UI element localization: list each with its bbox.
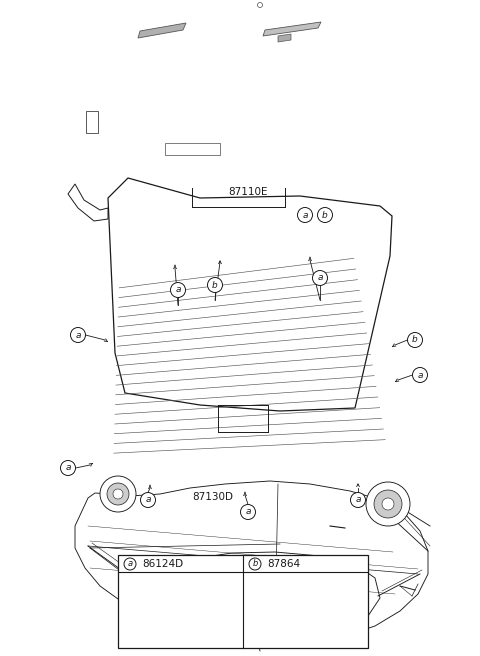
Polygon shape xyxy=(263,22,321,36)
Text: a: a xyxy=(175,285,181,295)
Circle shape xyxy=(374,490,402,518)
Circle shape xyxy=(71,327,85,342)
Circle shape xyxy=(107,483,129,505)
Bar xyxy=(86,111,98,133)
Text: 87130D: 87130D xyxy=(192,492,233,502)
Circle shape xyxy=(298,207,312,222)
Circle shape xyxy=(100,476,136,512)
Polygon shape xyxy=(168,559,358,623)
Text: a: a xyxy=(65,464,71,472)
Circle shape xyxy=(257,3,263,7)
Circle shape xyxy=(408,333,422,348)
Polygon shape xyxy=(75,481,428,641)
Text: b: b xyxy=(212,281,218,289)
Circle shape xyxy=(240,504,255,520)
Polygon shape xyxy=(148,552,380,634)
Text: a: a xyxy=(127,560,132,569)
Polygon shape xyxy=(138,23,186,38)
Circle shape xyxy=(366,482,410,526)
Circle shape xyxy=(60,461,75,476)
Text: a: a xyxy=(417,371,423,380)
Polygon shape xyxy=(108,178,392,411)
Polygon shape xyxy=(278,34,291,42)
Circle shape xyxy=(312,270,327,285)
Circle shape xyxy=(382,498,394,510)
Text: 86124D: 86124D xyxy=(142,559,183,569)
Text: a: a xyxy=(317,274,323,283)
Circle shape xyxy=(170,283,185,298)
Polygon shape xyxy=(68,184,108,221)
Text: b: b xyxy=(322,211,328,220)
Text: a: a xyxy=(75,331,81,340)
Circle shape xyxy=(141,493,156,508)
Circle shape xyxy=(113,489,123,499)
Circle shape xyxy=(412,367,428,382)
Bar xyxy=(165,143,220,155)
Circle shape xyxy=(249,558,261,570)
Text: 87110E: 87110E xyxy=(228,187,268,197)
Text: 87864: 87864 xyxy=(267,559,300,569)
Text: a: a xyxy=(145,495,151,504)
Bar xyxy=(118,555,368,648)
Circle shape xyxy=(207,277,223,293)
Polygon shape xyxy=(146,578,175,611)
Circle shape xyxy=(124,558,136,570)
Circle shape xyxy=(317,207,333,222)
Text: b: b xyxy=(412,335,418,344)
Circle shape xyxy=(350,493,365,508)
Text: a: a xyxy=(302,211,308,220)
Text: a: a xyxy=(355,495,361,504)
Polygon shape xyxy=(280,562,368,628)
Text: a: a xyxy=(245,508,251,516)
Text: b: b xyxy=(252,560,258,569)
